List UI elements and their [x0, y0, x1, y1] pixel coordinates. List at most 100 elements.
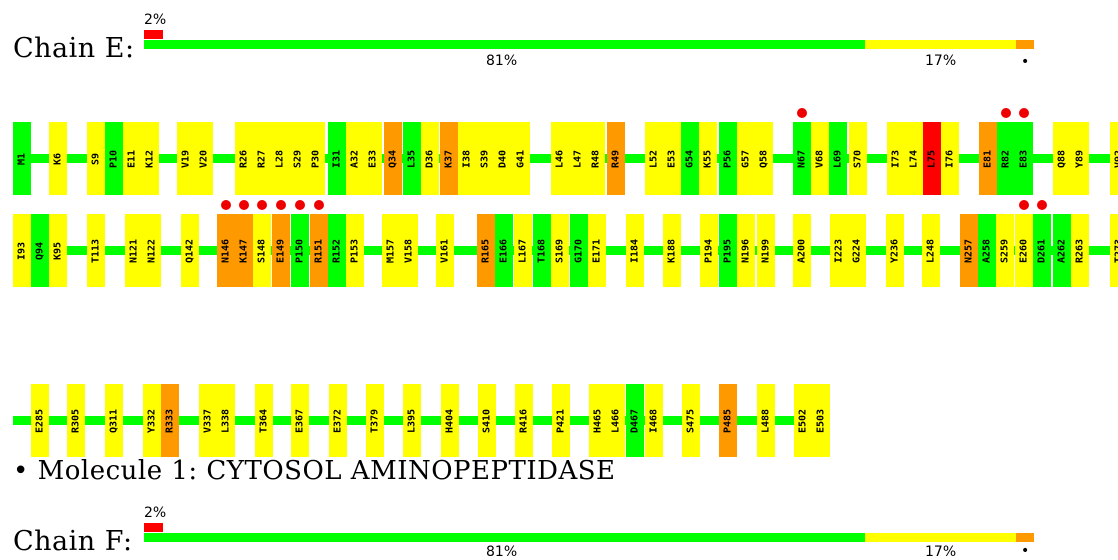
residue-E260[interactable]: E260: [1015, 214, 1033, 287]
residue-P30[interactable]: P30: [307, 122, 325, 195]
residue-N67[interactable]: N67: [793, 122, 811, 195]
residue-G54[interactable]: G54: [681, 122, 699, 195]
residue-S9[interactable]: S9: [87, 122, 105, 195]
residue-R305[interactable]: R305: [67, 384, 85, 457]
residue-E502[interactable]: E502: [794, 384, 812, 457]
residue-K37[interactable]: K37: [440, 122, 458, 195]
residue-Q88[interactable]: Q88: [1053, 122, 1071, 195]
residue-P10[interactable]: P10: [105, 122, 123, 195]
residue-P194[interactable]: P194: [700, 214, 718, 287]
residue-P153[interactable]: P153: [346, 214, 364, 287]
residue-K6[interactable]: K6: [49, 122, 67, 195]
residue-L35[interactable]: L35: [403, 122, 421, 195]
residue-S475[interactable]: S475: [682, 384, 700, 457]
residue-A32[interactable]: A32: [346, 122, 364, 195]
residue-N122[interactable]: N122: [143, 214, 161, 287]
residue-V20[interactable]: V20: [195, 122, 213, 195]
residue-K188[interactable]: K188: [663, 214, 681, 287]
residue-D261[interactable]: D261: [1033, 214, 1051, 287]
residue-L488[interactable]: L488: [757, 384, 775, 457]
residue-R26[interactable]: R26: [235, 122, 253, 195]
residue-E83[interactable]: E83: [1015, 122, 1033, 195]
residue-I38[interactable]: I38: [458, 122, 476, 195]
residue-Y236[interactable]: Y236: [886, 214, 904, 287]
residue-S29[interactable]: S29: [289, 122, 307, 195]
residue-M157[interactable]: M157: [382, 214, 400, 287]
residue-S169[interactable]: S169: [551, 214, 569, 287]
residue-E11[interactable]: E11: [123, 122, 141, 195]
residue-S39[interactable]: S39: [476, 122, 494, 195]
residue-E81[interactable]: E81: [979, 122, 997, 195]
residue-S70[interactable]: S70: [849, 122, 867, 195]
residue-L395[interactable]: L395: [403, 384, 421, 457]
residue-A262[interactable]: A262: [1053, 214, 1071, 287]
residue-T113[interactable]: T113: [87, 214, 105, 287]
residue-K147[interactable]: K147: [235, 214, 253, 287]
residue-L47[interactable]: L47: [569, 122, 587, 195]
residue-G57[interactable]: G57: [737, 122, 755, 195]
residue-L167[interactable]: L167: [514, 214, 532, 287]
residue-I31[interactable]: I31: [328, 122, 346, 195]
residue-D40[interactable]: D40: [494, 122, 512, 195]
residue-E367[interactable]: E367: [291, 384, 309, 457]
residue-G224[interactable]: G224: [848, 214, 866, 287]
residue-V337[interactable]: V337: [199, 384, 217, 457]
residue-K55[interactable]: K55: [699, 122, 717, 195]
residue-E171[interactable]: E171: [588, 214, 606, 287]
residue-S148[interactable]: S148: [253, 214, 271, 287]
residue-T379[interactable]: T379: [366, 384, 384, 457]
residue-R49[interactable]: R49: [607, 122, 625, 195]
residue-R151[interactable]: R151: [310, 214, 328, 287]
residue-R48[interactable]: R48: [587, 122, 605, 195]
residue-Y89[interactable]: Y89: [1071, 122, 1089, 195]
residue-L338[interactable]: L338: [217, 384, 235, 457]
residue-P150[interactable]: P150: [291, 214, 309, 287]
residue-I73[interactable]: I73: [887, 122, 905, 195]
residue-A258[interactable]: A258: [978, 214, 996, 287]
residue-G41[interactable]: G41: [512, 122, 530, 195]
residue-L74[interactable]: L74: [905, 122, 923, 195]
residue-E149[interactable]: E149: [272, 214, 290, 287]
residue-G170[interactable]: G170: [570, 214, 588, 287]
residue-R263[interactable]: R263: [1071, 214, 1089, 287]
residue-K12[interactable]: K12: [141, 122, 159, 195]
residue-P195[interactable]: P195: [719, 214, 737, 287]
residue-Q311[interactable]: Q311: [105, 384, 123, 457]
residue-L52[interactable]: L52: [645, 122, 663, 195]
residue-L69[interactable]: L69: [829, 122, 847, 195]
residue-I76[interactable]: I76: [941, 122, 959, 195]
residue-E166[interactable]: E166: [495, 214, 513, 287]
residue-I223[interactable]: I223: [830, 214, 848, 287]
residue-L28[interactable]: L28: [271, 122, 289, 195]
residue-N146[interactable]: N146: [217, 214, 235, 287]
residue-A200[interactable]: A200: [793, 214, 811, 287]
residue-K95[interactable]: K95: [49, 214, 67, 287]
residue-Y332[interactable]: Y332: [143, 384, 161, 457]
residue-R82[interactable]: R82: [997, 122, 1015, 195]
residue-N196[interactable]: N196: [737, 214, 755, 287]
residue-R27[interactable]: R27: [253, 122, 271, 195]
residue-R416[interactable]: R416: [515, 384, 533, 457]
residue-P421[interactable]: P421: [552, 384, 570, 457]
residue-V68[interactable]: V68: [811, 122, 829, 195]
residue-N199[interactable]: N199: [757, 214, 775, 287]
residue-V158[interactable]: V158: [400, 214, 418, 287]
residue-R333[interactable]: R333: [161, 384, 179, 457]
residue-V19[interactable]: V19: [177, 122, 195, 195]
residue-E285[interactable]: E285: [31, 384, 49, 457]
residue-Q94[interactable]: Q94: [31, 214, 49, 287]
residue-N121[interactable]: N121: [125, 214, 143, 287]
residue-E372[interactable]: E372: [329, 384, 347, 457]
residue-I184[interactable]: I184: [626, 214, 644, 287]
residue-T273[interactable]: T273: [1110, 214, 1118, 287]
residue-E503[interactable]: E503: [812, 384, 830, 457]
residue-R165[interactable]: R165: [477, 214, 495, 287]
residue-S259[interactable]: S259: [996, 214, 1014, 287]
residue-T364[interactable]: T364: [255, 384, 273, 457]
residue-H404[interactable]: H404: [441, 384, 459, 457]
residue-R152[interactable]: R152: [328, 214, 346, 287]
residue-V161[interactable]: V161: [436, 214, 454, 287]
residue-Q58[interactable]: Q58: [755, 122, 773, 195]
residue-L248[interactable]: L248: [922, 214, 940, 287]
residue-S410[interactable]: S410: [478, 384, 496, 457]
